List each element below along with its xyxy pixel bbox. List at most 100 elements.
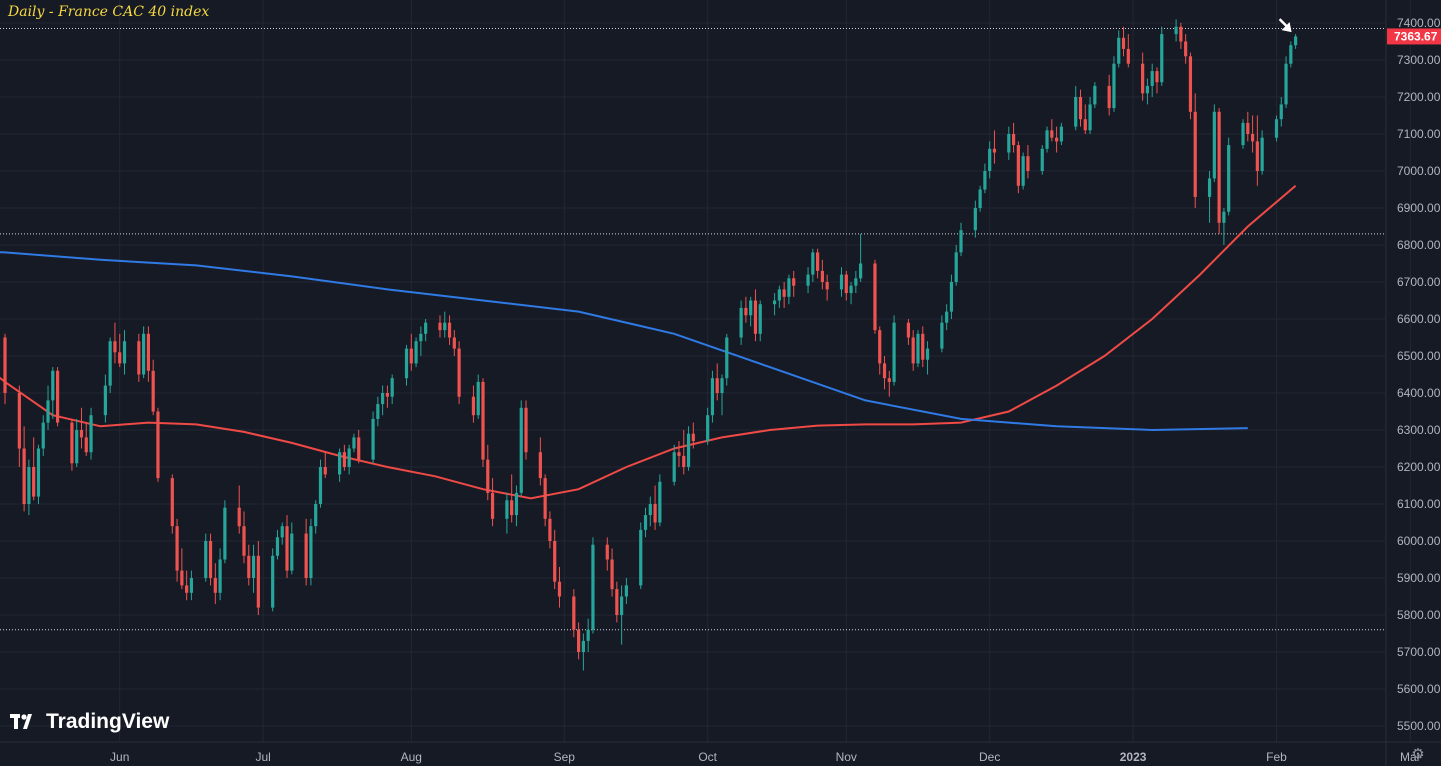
candle	[146, 326, 150, 382]
candle-body	[290, 533, 294, 571]
price-tick-label: 7000.00	[1397, 164, 1441, 178]
candle-body	[1193, 111, 1197, 197]
candle-body	[486, 459, 490, 493]
candle	[352, 433, 356, 453]
annotation-arrow-icon[interactable]	[1278, 18, 1292, 33]
price-tick-label: 5700.00	[1397, 645, 1441, 659]
candle	[892, 315, 896, 386]
price-tick-label: 6100.00	[1397, 497, 1441, 511]
candle-body	[390, 378, 394, 397]
candle	[605, 537, 609, 571]
candle-body	[156, 411, 160, 479]
candle	[639, 522, 643, 590]
candle	[51, 367, 55, 419]
candle	[691, 422, 695, 449]
candle	[1207, 171, 1212, 223]
gear-icon[interactable]: ⚙	[1411, 746, 1425, 763]
candle	[878, 326, 882, 375]
candle	[710, 370, 715, 423]
candle-body	[280, 526, 284, 538]
candle	[414, 337, 418, 368]
candle	[381, 385, 385, 416]
candle	[586, 618, 590, 652]
candle-body	[385, 393, 389, 397]
candle	[739, 300, 743, 345]
candle-body	[1007, 134, 1011, 153]
candle	[1250, 115, 1255, 153]
candle-body	[873, 263, 877, 331]
candle	[806, 267, 810, 294]
candle-body	[887, 378, 891, 382]
candle-body	[519, 407, 523, 493]
candle	[1289, 41, 1293, 68]
candle-body	[959, 230, 963, 253]
candle-body	[1121, 37, 1126, 49]
price-tick-label: 7300.00	[1397, 53, 1441, 67]
candle-body	[906, 322, 911, 338]
candle-body	[1184, 41, 1188, 57]
candle-body	[1284, 63, 1288, 105]
candle-body	[1255, 141, 1259, 171]
candle	[314, 500, 318, 534]
candle-body	[715, 378, 719, 393]
candle-body	[1222, 211, 1226, 223]
candle-body	[1016, 145, 1020, 186]
candle-body	[208, 541, 213, 578]
candle-body	[309, 526, 313, 578]
candle-body	[710, 378, 715, 416]
moving-averages	[0, 185, 1297, 500]
candle-body	[46, 400, 50, 423]
candle-body	[223, 507, 227, 560]
candle	[505, 492, 509, 534]
candle-body	[490, 492, 495, 519]
candle	[1126, 34, 1130, 68]
candle	[142, 326, 146, 379]
candle	[519, 400, 523, 497]
candle	[643, 507, 648, 538]
candle	[1179, 23, 1183, 49]
candle-body	[725, 337, 729, 379]
candle-body	[218, 559, 222, 593]
candle	[959, 222, 963, 257]
price-tick-label: 6700.00	[1397, 275, 1441, 289]
current-price-tag	[1387, 28, 1441, 45]
price-grid	[0, 0, 1411, 742]
candle	[323, 452, 327, 479]
candle-body	[1117, 37, 1121, 64]
candle	[1026, 145, 1030, 179]
candle-body	[1026, 156, 1030, 171]
candle-body	[510, 500, 514, 516]
candle	[118, 333, 122, 368]
candle	[84, 422, 88, 456]
candles	[3, 18, 1298, 671]
candle	[447, 315, 452, 345]
candle-body	[41, 422, 45, 449]
candle-body	[142, 333, 146, 375]
candle	[275, 529, 280, 560]
candle-body	[1093, 85, 1097, 105]
horizontal-levels	[0, 28, 1385, 631]
time-tick-label: Oct	[698, 750, 717, 764]
candle	[55, 367, 60, 427]
candle-body	[1179, 26, 1183, 42]
candle-body	[1083, 119, 1087, 131]
candle-body	[175, 526, 179, 571]
candle-body	[992, 148, 997, 153]
candle	[610, 548, 614, 597]
candle	[271, 548, 275, 612]
candle-body	[543, 478, 547, 519]
candle-body	[1112, 63, 1116, 109]
candle	[1184, 34, 1188, 64]
candle	[1274, 115, 1279, 142]
candle-body	[892, 322, 896, 382]
candle	[204, 533, 208, 582]
candle	[237, 485, 241, 534]
candle	[715, 363, 719, 401]
time-tick-label: Dec	[979, 750, 1000, 764]
candle	[452, 330, 456, 356]
price-tick-label: 6000.00	[1397, 534, 1441, 548]
candle	[620, 585, 624, 645]
candle	[242, 511, 246, 564]
candle-body	[419, 333, 423, 342]
